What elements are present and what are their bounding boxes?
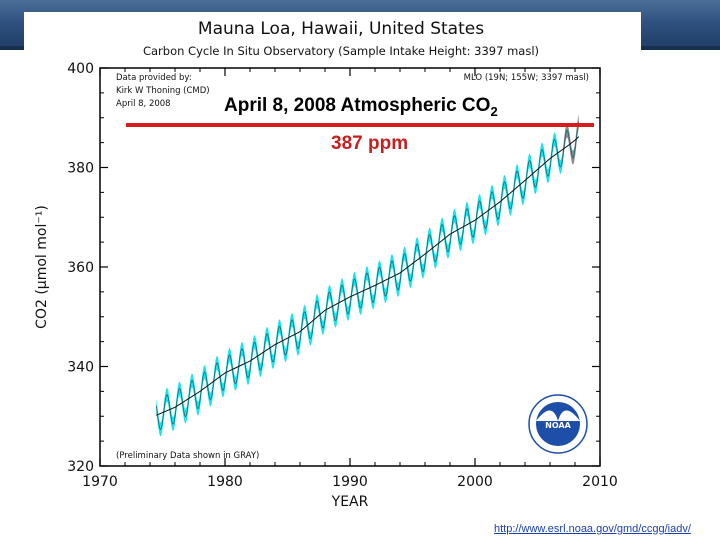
x-tick-label: 2010 — [582, 474, 618, 490]
co2-chart: Mauna Loa, Hawaii, United States Carbon C… — [34, 19, 618, 510]
preliminary-note: (Preliminary Data shown in GRAY) — [116, 451, 259, 461]
headline-text: April 8, 2008 Atmospheric CO2 — [224, 95, 498, 119]
source-url-link[interactable]: http://www.esrl.noaa.gov/gmd/ccgg/iadv/ — [494, 523, 691, 535]
ppm-label: 387 ppm — [331, 133, 409, 154]
provider-line-1: Data provided by: — [116, 73, 192, 83]
y-tick-label: 320 — [67, 459, 94, 475]
co2-trend-line — [156, 149, 563, 416]
noaa-logo-text: NOAA — [545, 421, 571, 430]
y-tick-label: 380 — [67, 161, 94, 177]
plot-frame — [99, 67, 601, 467]
x-tick-label: 1970 — [82, 474, 118, 490]
slide-image-panel: Mauna Loa, Hawaii, United States Carbon C… — [24, 12, 641, 522]
preliminary-monthly-line — [562, 121, 580, 160]
highlight-line — [126, 123, 594, 127]
noaa-logo-bird — [536, 410, 580, 421]
headline-subscript: 2 — [490, 103, 498, 119]
headline-main: April 8, 2008 Atmospheric CO — [224, 95, 491, 116]
y-axis-label: CO2 (µmol mol⁻¹) — [34, 205, 50, 329]
preliminary-trend-line — [562, 136, 580, 150]
y-tick-label: 340 — [67, 360, 94, 376]
y-tick-label: 400 — [67, 61, 94, 77]
x-tick-label: 2000 — [457, 474, 493, 490]
co2-monthly-line — [155, 139, 563, 430]
x-tick-label: 1990 — [332, 474, 368, 490]
provider-line-2: Kirk W Thoning (CMD) — [116, 86, 210, 96]
station-label: MLO (19N; 155W; 3397 masl) — [464, 73, 589, 83]
chart-title: Mauna Loa, Hawaii, United States — [198, 19, 484, 39]
y-tick-label: 360 — [67, 260, 94, 276]
x-axis-label: YEAR — [331, 494, 369, 510]
provider-line-3: April 8, 2008 — [116, 99, 171, 109]
co2-band — [156, 132, 563, 437]
chart-subtitle: Carbon Cycle In Situ Observatory (Sample… — [143, 44, 539, 58]
x-tick-label: 1980 — [207, 474, 243, 490]
